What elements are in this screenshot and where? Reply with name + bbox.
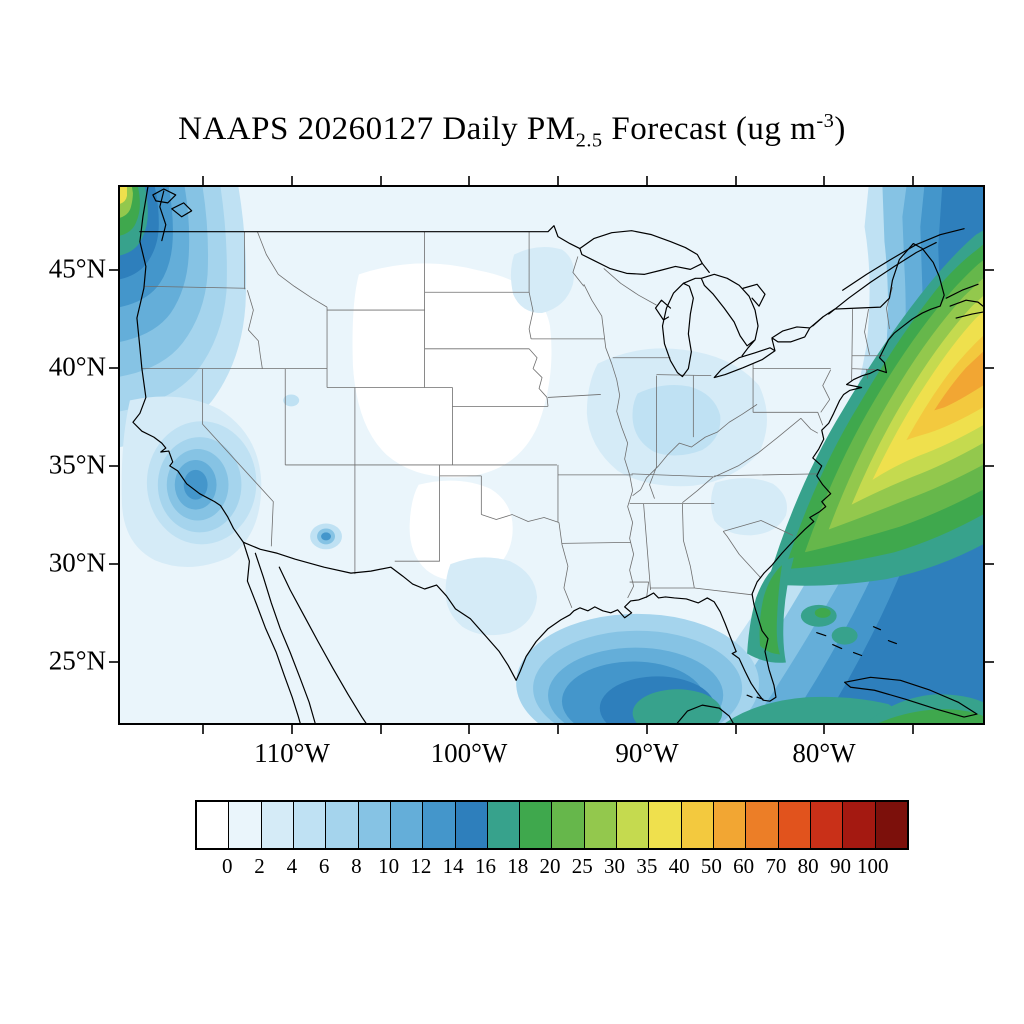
colorbar-cell [520, 802, 553, 848]
lat-tick-label-30n: 30°N [48, 547, 106, 578]
colorbar-label: 35 [636, 854, 658, 878]
colorbar-cell [197, 802, 230, 848]
colorbar-cell [326, 802, 359, 848]
state-borders-path [141, 231, 893, 609]
colorbar-label: 25 [571, 854, 593, 878]
state-borders-layer [141, 231, 893, 609]
colorbar-cell [617, 802, 650, 848]
title-suffix: ) [834, 111, 846, 147]
lon-tick-label-110w: 110°W [254, 738, 330, 768]
colorbar-cell [261, 802, 294, 848]
contour-region [120, 187, 127, 204]
colorbar-label: 40 [668, 854, 690, 878]
title-mid: Forecast (ug m [602, 111, 817, 147]
colorbar-cell [746, 802, 779, 848]
colorbar-label: 6 [318, 854, 330, 878]
colorbar-label: 70 [765, 854, 787, 878]
lat-tick-label-40n: 40°N [48, 351, 106, 382]
colorbar-label: 8 [351, 854, 362, 878]
colorbar-cell [358, 802, 391, 848]
contour-region [872, 312, 983, 480]
colorbar-label: 20 [539, 854, 561, 878]
colorbar-cell [714, 802, 747, 848]
colorbar-label: 100 [856, 854, 889, 878]
colorbar-cell [455, 802, 488, 848]
great-lakes-path [579, 230, 824, 379]
contour-fill-layer [120, 187, 983, 723]
colorbar-cell [423, 802, 456, 848]
chart-title: NAAPS 20260127 Daily PM2.5 Forecast (ug … [0, 110, 1024, 153]
us-coastline-path [132, 187, 945, 702]
colorbar-label: 10 [378, 854, 400, 878]
contour-region [632, 689, 723, 723]
colorbar-cell [875, 802, 907, 848]
coastline-layer [132, 187, 983, 723]
contour-region [321, 532, 332, 541]
baja-mexico-coast-path [242, 541, 367, 723]
colorbar-label: 90 [829, 854, 851, 878]
colorbar-label: 50 [700, 854, 722, 878]
lon-tick-label-100w: 100°W [430, 738, 508, 768]
contour-region [906, 335, 983, 441]
colorbar-cell [810, 802, 844, 848]
islands-coast-path [676, 626, 978, 723]
lon-tick-label-90w: 90°W [615, 738, 679, 768]
contour-region [878, 709, 983, 723]
colorbar-cell [487, 802, 521, 848]
title-prefix: NAAPS 20260127 Daily PM [178, 111, 576, 147]
colorbar-label: 0 [222, 854, 233, 878]
contour-region [725, 696, 907, 723]
colorbar-cell [229, 802, 262, 848]
colorbar-label: 80 [797, 854, 819, 878]
st-lawrence-coast-path [828, 228, 983, 319]
colorbar-label: 30 [604, 854, 626, 878]
colorbar-cell [843, 802, 876, 848]
lat-tick-label-25n: 25°N [48, 645, 106, 676]
contour-region [934, 351, 983, 411]
colorbar-cell [390, 802, 424, 848]
contour-region [632, 385, 721, 456]
colorbar-label: 18 [507, 854, 529, 878]
colorbar-label: 60 [733, 854, 755, 878]
forecast-map [120, 187, 983, 723]
colorbar-labels: 0 2 4 6 8 10 12 14 16 18 20 25 30 35 40 50 60 70 80 90 100 [195, 854, 905, 880]
contour-region [510, 246, 575, 314]
colorbar-cell [649, 802, 682, 848]
map-panel [118, 185, 985, 725]
puget-sound-path [152, 188, 193, 242]
contour-region [352, 263, 552, 478]
colorbar-cell [293, 802, 327, 848]
colorbar-label: 2 [254, 854, 265, 878]
colorbar-cell [681, 802, 714, 848]
lon-tick-label-80w: 80°W [792, 738, 856, 768]
contour-region [409, 480, 513, 581]
colorbar-cell [584, 802, 618, 848]
lat-tick-label-35n: 35°N [48, 449, 106, 480]
contour-region [283, 394, 300, 407]
lat-tick-label-45n: 45°N [48, 253, 106, 284]
colorbar-label: 16 [474, 854, 496, 878]
colorbar-cell [552, 802, 585, 848]
canada-border-path [139, 225, 581, 250]
colorbar [195, 800, 909, 850]
contour-region [710, 478, 787, 536]
contour-region [445, 557, 538, 636]
colorbar-cell [778, 802, 811, 848]
title-superscript: -3 [816, 110, 835, 132]
colorbar-label: 14 [442, 854, 464, 878]
colorbar-label: 12 [410, 854, 432, 878]
contour-region [831, 626, 858, 645]
title-subscript: 2.5 [575, 129, 603, 152]
contour-region [814, 607, 831, 618]
contour-region [759, 565, 782, 655]
colorbar-label: 4 [286, 854, 298, 878]
contour-region [183, 469, 208, 500]
